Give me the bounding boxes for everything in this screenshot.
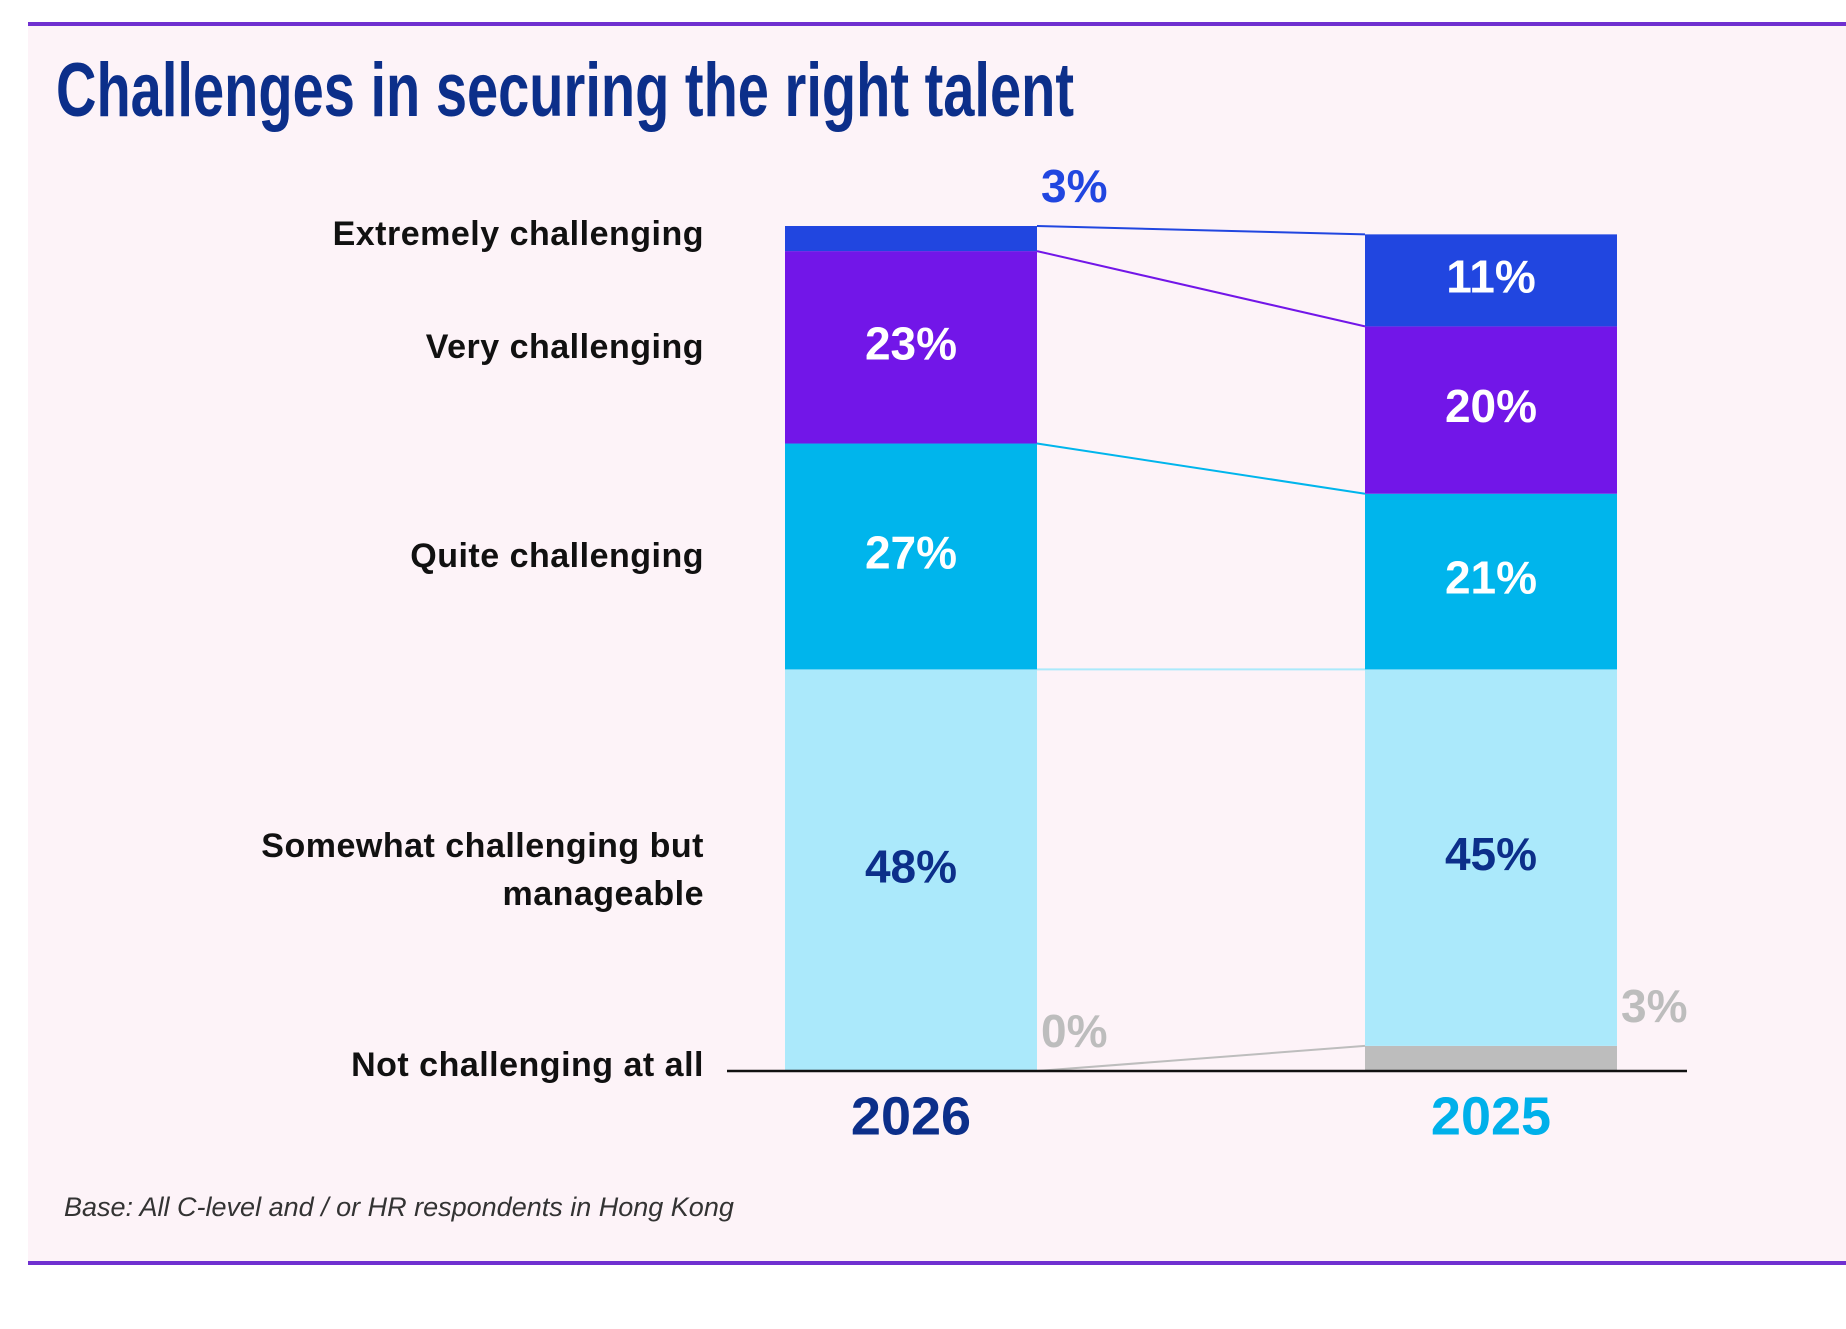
bar-segment [1365,326,1617,494]
connector-line [1036,250,1366,328]
bar-segment [785,669,1037,1071]
legend-label: Extremely challenging [332,215,704,253]
value-label: 3% [1621,980,1687,1032]
legend-label: Somewhat challenging but manageable [261,827,704,914]
bar-segment [785,251,1037,444]
legend-label: Quite challenging [410,537,704,576]
chart-title: Challenges in securing the right talent [56,48,1074,133]
legend-label: Very challenging [425,328,704,367]
connector-line [1036,1044,1366,1072]
x-tick-label: 2026 [851,1086,971,1146]
bar-segment [785,443,1037,670]
x-tick-label: 2025 [1431,1086,1551,1146]
value-label: 0% [1041,1005,1107,1057]
bar-segment [1365,234,1617,327]
value-label: 20% [1445,380,1537,432]
bar-segment [1365,1045,1617,1071]
value-label: 23% [865,317,957,369]
footnote: Base: All C-level and / or HR respondent… [64,1192,734,1222]
bar-segment [1365,493,1617,670]
value-label: 3% [1041,160,1107,212]
value-label: 21% [1445,552,1537,604]
value-label: 11% [1446,251,1536,303]
legend-label: Not challenging at all [351,1046,704,1084]
value-label: 45% [1445,828,1537,880]
connector-line [1036,442,1366,495]
bar-segment [785,226,1037,252]
connector-line [1036,225,1366,236]
bar-segment [1365,669,1617,1046]
value-label: 48% [865,840,957,892]
value-label: 27% [865,527,957,579]
